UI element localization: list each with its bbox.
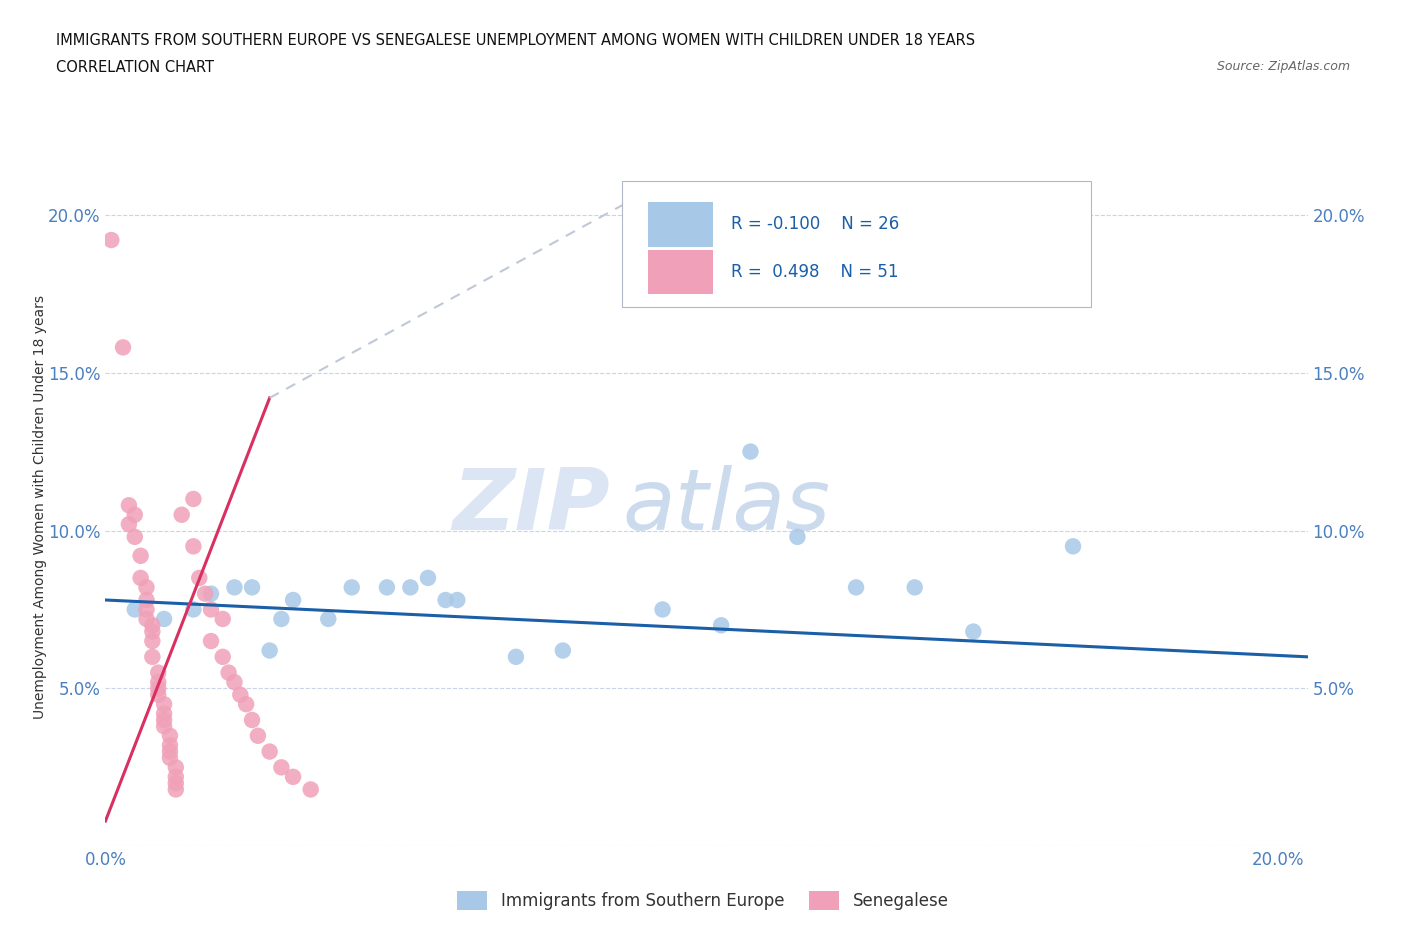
Point [100,232,122,247]
Point [159,744,181,759]
Point [129,549,152,564]
Text: IMMIGRANTS FROM SOUTHERN EUROPE VS SENEGALESE UNEMPLOYMENT AMONG WOMEN WITH CHIL: IMMIGRANTS FROM SOUTHERN EUROPE VS SENEG… [56,33,976,47]
Text: CORRELATION CHART: CORRELATION CHART [56,60,214,75]
Point [118,517,141,532]
Point [159,737,181,752]
Point [904,580,927,595]
Point [165,760,187,775]
Point [235,697,257,711]
Point [159,728,181,743]
Point [1062,538,1084,553]
Point [446,592,468,607]
Point [170,507,193,522]
Y-axis label: Unemployment Among Women with Children Under 18 years: Unemployment Among Women with Children U… [32,295,46,719]
Point [141,618,163,632]
Text: atlas: atlas [623,465,831,549]
Point [218,665,240,680]
Point [141,633,163,648]
Point [141,624,163,639]
Point [194,586,217,601]
Point [651,602,673,617]
Point [224,674,246,689]
Point [375,580,398,595]
Point [188,570,211,585]
Point [340,580,363,595]
Point [270,760,292,775]
Point [211,612,233,627]
Point [845,580,868,595]
Point [270,612,292,627]
Point [224,580,246,595]
Point [135,602,157,617]
Point [135,592,157,607]
Point [183,602,205,617]
Point [962,624,984,639]
Point [786,529,808,544]
FancyBboxPatch shape [623,181,1091,307]
Point [153,612,176,627]
Point [165,782,187,797]
Point [148,687,170,702]
Point [740,445,762,459]
Text: R = -0.100    N = 26: R = -0.100 N = 26 [731,216,898,233]
Point [153,719,176,734]
Point [118,498,141,512]
Point [240,580,263,595]
Point [281,769,304,784]
Point [148,674,170,689]
Point [183,538,205,553]
Point [229,687,252,702]
Point [112,340,135,355]
Point [183,492,205,507]
Point [153,706,176,721]
Point [124,602,146,617]
Point [281,592,304,607]
Point [200,633,222,648]
Point [259,643,281,658]
Point [159,751,181,765]
Text: ZIP: ZIP [453,465,610,549]
FancyBboxPatch shape [648,249,713,295]
Point [399,580,422,595]
Point [246,728,269,743]
Point [551,643,574,658]
Point [316,612,339,627]
Point [148,681,170,696]
Point [165,776,187,790]
Point [505,649,527,664]
Point [710,618,733,632]
Point [200,602,222,617]
Point [124,507,146,522]
FancyBboxPatch shape [648,202,713,246]
Point [200,586,222,601]
Text: R =  0.498    N = 51: R = 0.498 N = 51 [731,263,898,281]
Point [153,712,176,727]
Point [416,570,439,585]
Point [299,782,322,797]
Point [153,697,176,711]
Point [135,612,157,627]
Point [211,649,233,664]
Point [259,744,281,759]
Legend: Immigrants from Southern Europe, Senegalese: Immigrants from Southern Europe, Senegal… [451,884,955,917]
Point [148,665,170,680]
Point [165,769,187,784]
Point [129,570,152,585]
Point [124,529,146,544]
Point [434,592,457,607]
Text: Source: ZipAtlas.com: Source: ZipAtlas.com [1216,60,1350,73]
Point [135,580,157,595]
Point [240,712,263,727]
Point [141,649,163,664]
